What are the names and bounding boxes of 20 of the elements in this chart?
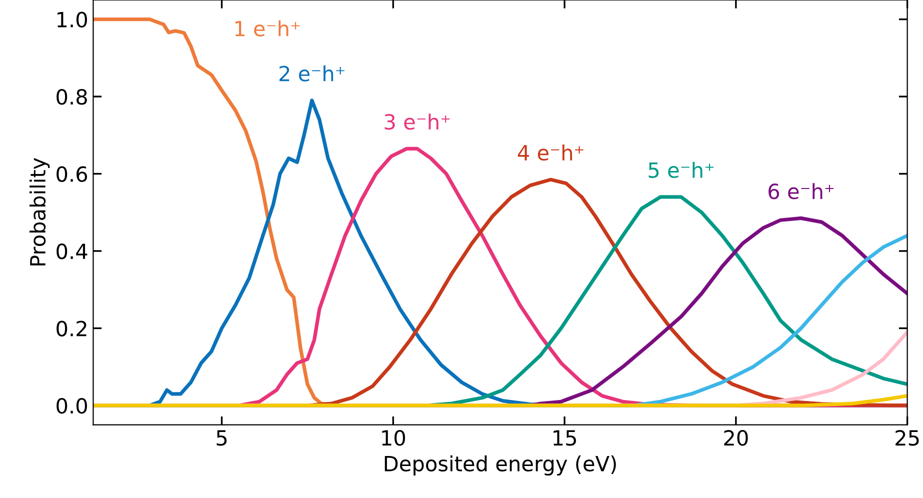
text: 1 e⁻h⁺ [235, 20, 300, 36]
series-label: 6 e⁻h⁺ [768, 183, 834, 200]
series-label: 5 e⁻h⁺ [648, 162, 714, 178]
y-axis-title: Probability [30, 158, 50, 266]
x-tick-label: 20 [724, 430, 748, 446]
series-label: 3 e⁻h⁺ [384, 114, 450, 130]
y-tick-label: 0.0 [56, 398, 87, 414]
x-tick-label: 10 [382, 430, 406, 446]
x-tick-label: 15 [554, 430, 576, 446]
y-tick-label: 0.2 [56, 320, 86, 336]
series-label: 4 e⁻h⁺ [518, 144, 584, 161]
y-tick-label: 0.4 [56, 243, 88, 260]
y-tick-label: 0.8 [56, 88, 87, 105]
x-tick-label: 25 [896, 430, 919, 446]
x-tick-label: 5 [216, 430, 227, 446]
y-tick-label: 0.6 [56, 166, 88, 182]
x-axis-title: Deposited energy (eV) [384, 455, 616, 476]
line-series [93, 394, 908, 408]
series-label: 2 e⁻h⁺ [279, 65, 344, 82]
y-tick-label: 1.0 [58, 12, 87, 28]
